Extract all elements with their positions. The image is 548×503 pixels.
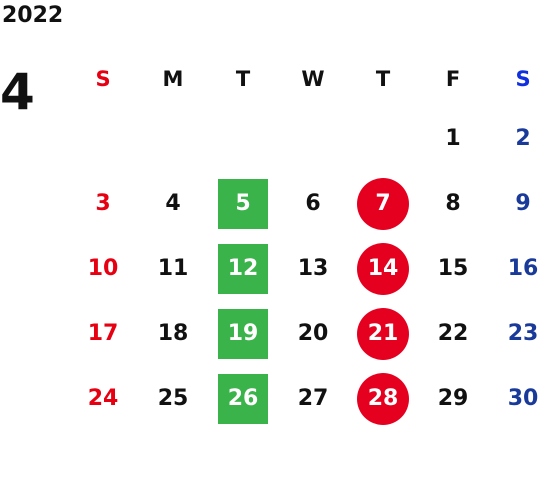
- weekday-sunday: S: [95, 67, 111, 91]
- day-cell: 8: [445, 191, 461, 216]
- day-number-red-circle: 7: [357, 177, 409, 230]
- day-number-green-square: 12: [218, 243, 268, 294]
- day-cell: 26: [208, 373, 278, 424]
- day-number-red-circle: 14: [357, 242, 409, 295]
- day-cell: 17: [87, 321, 119, 346]
- day-cell: 6: [305, 191, 321, 216]
- day-cell: 18: [157, 321, 189, 346]
- day-cell: 4: [165, 191, 181, 216]
- day-cell: 30: [507, 386, 539, 411]
- week-row: 24 25 26 27 28 29 30: [68, 366, 548, 431]
- calendar-grid: S M T W T F S 1 2 3 4 5 6 7 8 9 10 11 12 13 14 15 16 17 1…: [68, 52, 548, 431]
- empty-day-cell: [278, 114, 348, 164]
- empty-day-cell: [68, 114, 138, 164]
- weekday-wednesday: W: [301, 67, 325, 91]
- weekday-thursday: T: [375, 67, 391, 91]
- empty-day-cell: [138, 114, 208, 164]
- day-cell: 23: [507, 321, 539, 346]
- day-cell: 5: [208, 178, 278, 229]
- empty-day-cell: [208, 114, 278, 164]
- weeks-container: 1 2 3 4 5 6 7 8 9 10 11 12 13 14 15 16 17 18 19 20 21 22 23 24 2…: [68, 106, 548, 431]
- day-cell: 10: [87, 256, 119, 281]
- day-cell: 13: [297, 256, 329, 281]
- day-cell: 24: [87, 386, 119, 411]
- day-cell: 14: [348, 242, 418, 295]
- week-row: 10 11 12 13 14 15 16: [68, 236, 548, 301]
- day-cell: 29: [437, 386, 469, 411]
- day-cell: 28: [348, 372, 418, 425]
- weekday-header-row: S M T W T F S: [68, 52, 548, 106]
- day-number-red-circle: 28: [357, 372, 409, 425]
- day-number-green-square: 19: [218, 308, 268, 359]
- month-number: 4: [0, 63, 35, 121]
- weekday-monday: M: [162, 67, 184, 91]
- day-number-green-square: 5: [218, 178, 268, 229]
- day-cell: 3: [95, 191, 111, 216]
- year-label: 2022: [2, 3, 64, 28]
- day-cell: 22: [437, 321, 469, 346]
- day-number-green-square: 26: [218, 373, 268, 424]
- day-cell: 27: [297, 386, 329, 411]
- week-row: 3 4 5 6 7 8 9: [68, 171, 548, 236]
- day-cell: 25: [157, 386, 189, 411]
- day-number-red-circle: 21: [357, 307, 409, 360]
- weekday-friday: F: [445, 67, 461, 91]
- day-cell: 20: [297, 321, 329, 346]
- week-row: 17 18 19 20 21 22 23: [68, 301, 548, 366]
- day-cell: 2: [515, 126, 531, 151]
- day-cell: 12: [208, 243, 278, 294]
- day-cell: 16: [507, 256, 539, 281]
- day-cell: 21: [348, 307, 418, 360]
- day-cell: 15: [437, 256, 469, 281]
- day-cell: 11: [157, 256, 189, 281]
- day-cell: 1: [445, 126, 461, 151]
- day-cell: 7: [348, 177, 418, 230]
- weekday-tuesday: T: [235, 67, 251, 91]
- day-cell: 9: [515, 191, 531, 216]
- weekday-saturday: S: [515, 67, 531, 91]
- day-cell: 19: [208, 308, 278, 359]
- empty-day-cell: [348, 114, 418, 164]
